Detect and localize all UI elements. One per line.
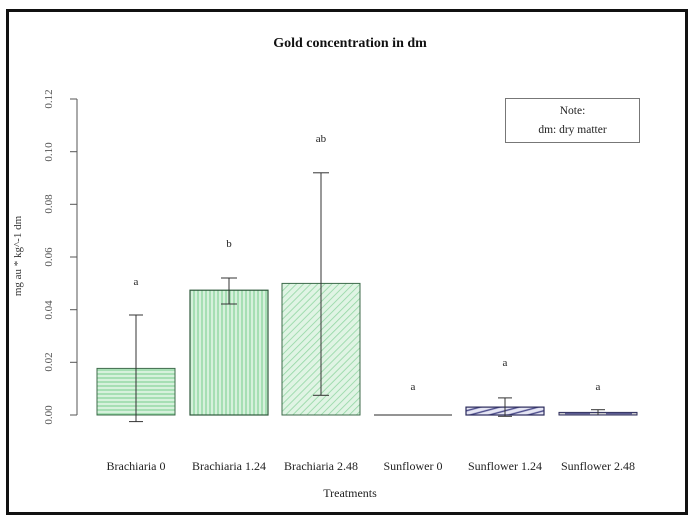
significance-letter: a: [595, 381, 601, 393]
x-tick-label: Brachiaria 1.24: [192, 459, 266, 473]
significance-letter: ab: [315, 133, 327, 145]
bar-sunflower-1-24: [465, 397, 545, 417]
bar-brachiaria-2-48: [281, 172, 361, 416]
y-axis-label: mg au * kg^-1 dm: [12, 215, 24, 297]
significance-letter: a: [133, 276, 139, 288]
y-tick-label: 0.12: [43, 89, 55, 109]
note-box: Note: dm: dry matter: [505, 98, 640, 143]
x-tick-label: Sunflower 1.24: [468, 459, 542, 473]
y-tick-label: 0.00: [43, 405, 55, 425]
note-title: Note:: [559, 105, 586, 117]
y-tick-label: 0.04: [43, 300, 55, 320]
x-axis-label: Treatments: [323, 486, 377, 500]
chart-title: Gold concentration in dm: [273, 36, 427, 51]
y-tick-label: 0.02: [43, 352, 55, 372]
chart-frame: [6, 9, 688, 515]
bar-brachiaria-0: [96, 314, 176, 423]
note-text: dm: dry matter: [538, 124, 607, 136]
bar-sunflower-2-48: [558, 409, 638, 416]
significance-letter: a: [502, 357, 508, 369]
y-tick-label: 0.10: [43, 142, 55, 162]
x-tick-label: Sunflower 0: [383, 459, 443, 473]
y-tick-label: 0.06: [43, 247, 55, 267]
x-tick-label: Brachiaria 2.48: [284, 459, 358, 473]
bar-brachiaria-1-24: [189, 277, 269, 416]
y-axis: [70, 98, 78, 416]
significance-letter: b: [226, 238, 232, 250]
x-tick-label: Sunflower 2.48: [561, 459, 635, 473]
x-tick-label: Brachiaria 0: [106, 459, 166, 473]
significance-letter: a: [410, 381, 416, 393]
y-tick-label: 0.08: [43, 194, 55, 214]
